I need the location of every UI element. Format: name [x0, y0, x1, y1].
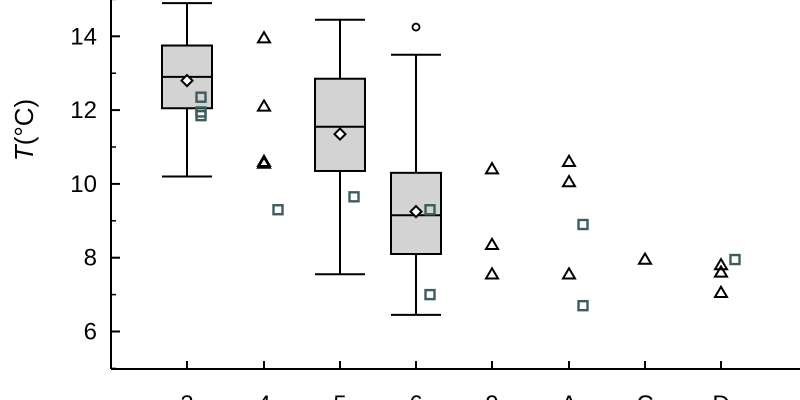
triangle-point	[256, 30, 272, 44]
square-point	[424, 204, 436, 216]
x-tick-label-9: 9	[485, 391, 498, 400]
square-point	[272, 204, 284, 216]
square-point	[424, 288, 436, 301]
square-point	[195, 91, 207, 103]
triangle-point	[561, 174, 577, 188]
square-point	[195, 109, 207, 122]
x-tick-label-4: 4	[257, 391, 270, 400]
box-5	[314, 18, 366, 276]
y-axis-title: T(°C)	[9, 99, 39, 161]
triangle-point	[484, 161, 500, 175]
x-tick-label-C: C	[636, 391, 653, 400]
x-tick-label-3: 3	[180, 391, 193, 400]
mean-marker	[409, 204, 423, 219]
x-tick-label-6: 6	[409, 391, 422, 400]
box-6	[390, 22, 442, 316]
triangle-point	[637, 251, 653, 265]
triangle-point	[713, 257, 729, 271]
x-tick-label-5: 5	[333, 391, 346, 400]
x-tick-label-A: A	[561, 391, 577, 400]
box-iqr	[314, 77, 366, 172]
y-tick-label: 8	[84, 245, 97, 272]
x-tick-label-D: D	[712, 391, 729, 400]
mean-marker	[333, 127, 347, 141]
triangle-point	[256, 98, 272, 112]
y-tick-label: 14	[70, 23, 97, 50]
triangle-point	[484, 266, 500, 280]
y-tick-label: 10	[70, 171, 97, 198]
axes: 6 8 10 12 14 3 4 5 6 9 A C D	[70, 0, 800, 400]
triangle-point	[256, 155, 272, 169]
triangle-point	[561, 153, 577, 167]
square-point	[577, 299, 589, 312]
box-group	[161, 2, 442, 316]
y-axis-unit: (°C)	[9, 99, 39, 146]
y-tick-label: 12	[70, 97, 97, 124]
mean-marker	[180, 73, 194, 88]
point-group	[195, 30, 741, 312]
triangle-point	[713, 284, 729, 298]
square-point	[577, 218, 589, 231]
square-point	[729, 253, 741, 266]
triangle-point	[713, 264, 729, 278]
outlier-point	[411, 22, 421, 32]
triangle-point	[484, 236, 500, 250]
box-3	[161, 2, 213, 178]
square-point	[348, 191, 360, 203]
y-tick-label: 6	[84, 319, 97, 346]
triangle-point	[561, 266, 577, 280]
y-axis-variable: T	[9, 143, 39, 161]
